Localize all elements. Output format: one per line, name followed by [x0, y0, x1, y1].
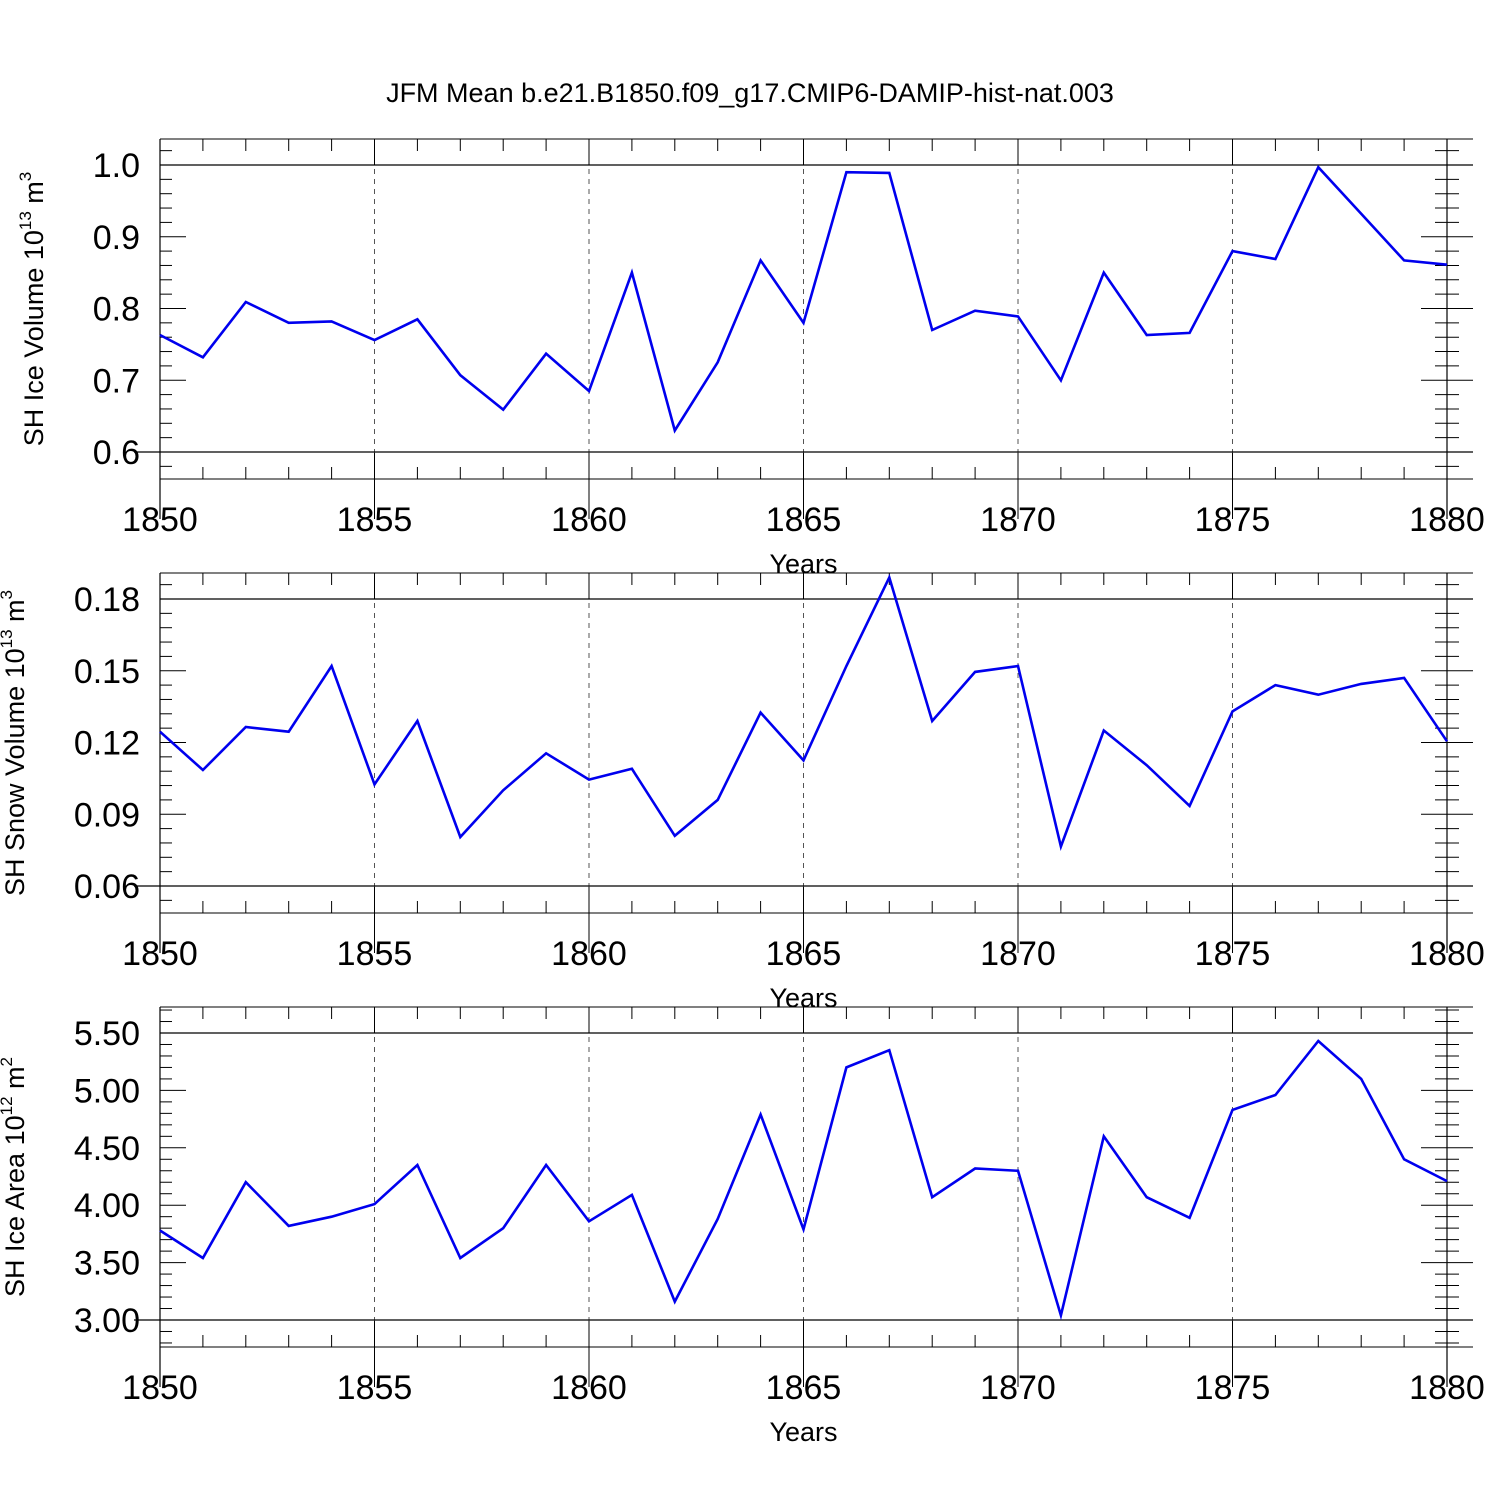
y-tick-label: 3.00 [74, 1302, 140, 1340]
y-axis-title: SH Ice Area 1012 m2 [0, 1057, 30, 1297]
y-tick-label: 5.00 [74, 1072, 140, 1110]
x-tick-label: 1850 [122, 935, 198, 973]
y-axis-title: SH Snow Volume 1013 m3 [0, 590, 30, 896]
y-tick-label: 1.0 [93, 147, 140, 185]
y-tick-label: 3.50 [74, 1245, 140, 1283]
x-tick-label: 1880 [1409, 1369, 1485, 1407]
y-axis-title: SH Ice Volume 1013 m3 [16, 172, 49, 447]
x-tick-label: 1865 [766, 1369, 842, 1407]
y-tick-label: 0.06 [74, 868, 140, 906]
y-tick-label: 0.09 [74, 796, 140, 834]
y-tick-label: 0.18 [74, 581, 140, 619]
x-tick-label: 1870 [980, 501, 1056, 539]
y-tick-label: 0.8 [93, 291, 140, 329]
y-tick-label: 0.9 [93, 219, 140, 257]
panel-3: 3.00 3.50 4.00 4.50 5.00 5.50 1850 1855 1860 1865… [0, 1006, 1485, 1447]
x-tick-label: 1870 [980, 1369, 1056, 1407]
y-tick-label: 4.00 [74, 1187, 140, 1225]
x-tick-label: 1850 [122, 1369, 198, 1407]
x-tick-label: 1855 [337, 501, 413, 539]
panel-1: 0.6 0.7 0.8 0.9 1.0 1850 1855 1860 1865 1870 1875 1… [16, 138, 1485, 579]
y-tick-label: 0.7 [93, 362, 140, 400]
series-line [159, 164, 1448, 434]
series-line [159, 573, 1449, 851]
y-tick-label: 4.50 [74, 1130, 140, 1168]
x-axis-title: Years [769, 1417, 837, 1447]
x-tick-label: 1875 [1195, 935, 1271, 973]
x-tick-label: 1870 [980, 935, 1056, 973]
y-tick-label: 0.12 [74, 725, 140, 763]
x-tick-label: 1865 [766, 935, 842, 973]
series-line [159, 1039, 1448, 1321]
x-tick-label: 1860 [551, 935, 627, 973]
x-tick-label: 1875 [1195, 501, 1271, 539]
panel-2: 0.06 0.09 0.12 0.15 0.18 1850 1855 1860 1865 1870… [0, 572, 1485, 1013]
panels: 0.6 0.7 0.8 0.9 1.0 1850 1855 1860 1865 1870 1875 1… [0, 138, 1485, 1447]
x-tick-label: 1865 [766, 501, 842, 539]
y-tick-label: 5.50 [74, 1015, 140, 1053]
x-tick-label: 1880 [1409, 501, 1485, 539]
y-tick-label: 0.6 [93, 434, 140, 472]
figure-title: JFM Mean b.e21.B1850.f09_g17.CMIP6-DAMIP… [386, 78, 1114, 108]
x-tick-label: 1860 [551, 1369, 627, 1407]
x-tick-label: 1855 [337, 1369, 413, 1407]
x-tick-label: 1860 [551, 501, 627, 539]
x-tick-label: 1850 [122, 501, 198, 539]
x-tick-label: 1875 [1195, 1369, 1271, 1407]
x-tick-label: 1880 [1409, 935, 1485, 973]
x-tick-label: 1855 [337, 935, 413, 973]
y-tick-label: 0.15 [74, 653, 140, 691]
